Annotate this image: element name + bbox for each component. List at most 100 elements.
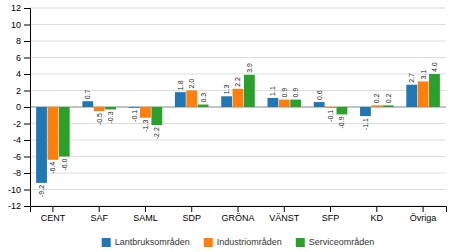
y-tick: -6 bbox=[13, 152, 30, 162]
grid bbox=[30, 8, 446, 206]
y-tick-label: 4 bbox=[16, 69, 21, 79]
x-tick-label: Övriga bbox=[410, 213, 437, 223]
legend-swatch bbox=[102, 238, 111, 247]
legend-label: Serviceområden bbox=[309, 237, 375, 247]
bar bbox=[244, 75, 255, 107]
x-tick-mark bbox=[238, 206, 239, 212]
bar bbox=[418, 81, 429, 107]
y-tick-label: 12 bbox=[11, 3, 21, 13]
y-axis: -12-10-8-6-4-2024681012 bbox=[8, 3, 31, 211]
y-tick-label: 10 bbox=[11, 20, 21, 30]
data-label: 2.2 bbox=[234, 77, 241, 87]
x-tick-mark bbox=[52, 206, 53, 212]
bar bbox=[383, 105, 394, 107]
y-tick-mark bbox=[24, 140, 30, 141]
data-label: 2.0 bbox=[188, 79, 195, 89]
bar bbox=[233, 89, 244, 107]
data-labels: -9.20.7-0.11.81.31.10.6-1.12.7-6.4-0.5-1… bbox=[38, 62, 438, 197]
grid-line bbox=[30, 123, 446, 124]
y-tick-mark bbox=[24, 25, 30, 26]
x-tick-label: SDP bbox=[182, 213, 201, 223]
data-label: -0.1 bbox=[131, 110, 138, 122]
data-label: -9.2 bbox=[38, 185, 45, 197]
x-tick-label: VÄNST bbox=[269, 213, 300, 223]
data-label: 3.9 bbox=[246, 63, 253, 73]
y-tick: 4 bbox=[16, 69, 30, 79]
y-tick-mark bbox=[24, 41, 30, 42]
x-tick: SDP bbox=[182, 206, 201, 223]
x-axis-line bbox=[31, 207, 447, 213]
bar bbox=[36, 107, 47, 183]
y-tick-mark bbox=[24, 58, 30, 59]
bar bbox=[175, 92, 186, 107]
x-tick-label: SAF bbox=[90, 213, 108, 223]
y-tick-label: -2 bbox=[13, 119, 21, 129]
data-label: 0.9 bbox=[281, 88, 288, 98]
y-tick: 0 bbox=[16, 102, 30, 112]
x-tick-label: SFP bbox=[322, 213, 340, 223]
y-tick-mark bbox=[24, 74, 30, 75]
plot: -9.20.7-0.11.81.31.10.6-1.12.7-6.4-0.5-1… bbox=[8, 3, 447, 223]
x-tick-mark bbox=[330, 206, 331, 212]
x-tick-mark bbox=[284, 206, 285, 212]
legend-item: Serviceområden bbox=[296, 237, 375, 247]
data-label: 0.7 bbox=[84, 89, 91, 99]
y-axis-line bbox=[24, 9, 31, 207]
y-tick-mark bbox=[24, 8, 30, 9]
legend: LantbruksområdenIndustriområdenServiceom… bbox=[102, 237, 375, 247]
grid-line bbox=[30, 41, 446, 42]
data-label: 0.2 bbox=[373, 94, 380, 104]
bar bbox=[325, 107, 336, 109]
y-tick: -10 bbox=[8, 185, 30, 195]
x-tick: KD bbox=[371, 206, 384, 223]
x-tick-label: CENT bbox=[41, 213, 66, 223]
y-tick-label: -8 bbox=[13, 168, 21, 178]
y-tick-mark bbox=[24, 206, 30, 207]
legend-label: Lantbruksområden bbox=[115, 237, 190, 247]
bar bbox=[314, 102, 325, 107]
data-label: 0.3 bbox=[200, 93, 207, 103]
data-label: -6.4 bbox=[49, 162, 56, 174]
data-label: 4.0 bbox=[431, 62, 438, 72]
bar bbox=[429, 74, 440, 107]
bar bbox=[140, 107, 151, 118]
data-label: 3.1 bbox=[420, 70, 427, 80]
y-tick: -12 bbox=[8, 201, 30, 211]
chart: -9.20.7-0.11.81.31.10.6-1.12.7-6.4-0.5-1… bbox=[0, 0, 454, 252]
grid-line bbox=[30, 173, 446, 174]
bars bbox=[36, 74, 440, 183]
grid-line bbox=[30, 140, 446, 141]
grid-line bbox=[30, 8, 446, 9]
y-tick-label: -4 bbox=[13, 135, 21, 145]
legend-item: Lantbruksområden bbox=[102, 237, 190, 247]
y-tick: 12 bbox=[11, 3, 30, 13]
data-label: 0.2 bbox=[385, 94, 392, 104]
data-label: -0.9 bbox=[338, 116, 345, 128]
x-tick-mark bbox=[99, 206, 100, 212]
data-label: 1.1 bbox=[269, 86, 276, 96]
x-tick-mark bbox=[145, 206, 146, 212]
bar-series bbox=[36, 85, 417, 183]
bar bbox=[82, 101, 93, 107]
data-label: -1.1 bbox=[362, 118, 369, 130]
y-tick-mark bbox=[24, 190, 30, 191]
data-label: 2.7 bbox=[408, 73, 415, 83]
data-label: -0.3 bbox=[107, 111, 114, 123]
x-tick-label: KD bbox=[371, 213, 384, 223]
x-tick: CENT bbox=[41, 206, 66, 223]
grid-line bbox=[30, 57, 446, 58]
data-label: 0.6 bbox=[316, 90, 323, 100]
bar bbox=[221, 96, 232, 107]
y-tick: -2 bbox=[13, 119, 30, 129]
y-tick: 2 bbox=[16, 86, 30, 96]
legend-swatch bbox=[204, 238, 213, 247]
x-tick: SAML bbox=[133, 206, 158, 223]
grid-line bbox=[30, 74, 446, 75]
data-label: -0.1 bbox=[327, 110, 334, 122]
data-label: -1.3 bbox=[142, 120, 149, 132]
bar bbox=[406, 85, 417, 107]
y-tick-mark bbox=[24, 173, 30, 174]
legend-swatch bbox=[296, 238, 305, 247]
x-tick-label: SAML bbox=[133, 213, 158, 223]
bar bbox=[94, 107, 105, 111]
